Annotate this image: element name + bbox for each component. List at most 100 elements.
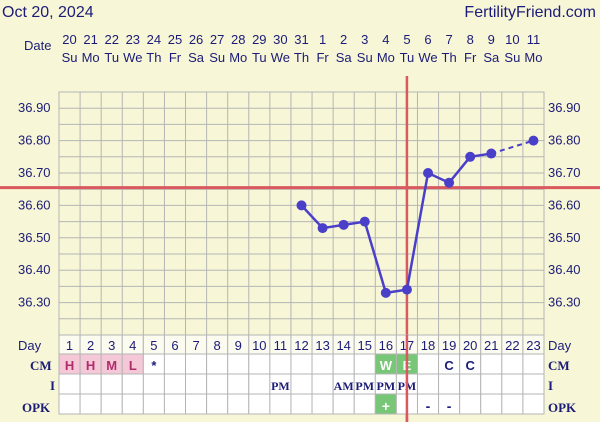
date-label: 7 xyxy=(445,32,452,47)
date-label: 9 xyxy=(488,32,495,47)
opk-cell xyxy=(58,393,81,415)
intercourse-cell xyxy=(100,373,123,395)
opk-cell xyxy=(353,393,376,415)
date-label: 29 xyxy=(252,32,266,47)
y-tick-label-right: 36.90 xyxy=(548,100,581,115)
date-row-label: Date xyxy=(24,38,51,53)
cm-row-label: CM xyxy=(30,358,52,373)
date-label: 31 xyxy=(294,32,308,47)
weekday-label: Su xyxy=(62,50,78,65)
date-label: 20 xyxy=(62,32,76,47)
intercourse-cell xyxy=(248,373,271,395)
intercourse-cell xyxy=(438,373,461,395)
temperature-point xyxy=(296,200,307,211)
day-number: 1 xyxy=(66,338,73,353)
plot-area xyxy=(58,91,545,336)
date-label: 30 xyxy=(273,32,287,47)
day-number: 14 xyxy=(336,338,350,353)
y-tick-label-right: 36.70 xyxy=(548,165,581,180)
intercourse-cell xyxy=(185,373,208,395)
y-tick-label-right: 36.80 xyxy=(548,133,581,148)
temperature-point xyxy=(444,177,455,188)
temperature-point xyxy=(338,219,349,230)
day-row-label-right: Day xyxy=(548,338,572,353)
date-label: 3 xyxy=(361,32,368,47)
opk-cell xyxy=(100,393,123,415)
cm-value: M xyxy=(106,358,117,373)
date-label: 11 xyxy=(527,32,541,47)
y-tick-label-left: 36.40 xyxy=(18,262,51,277)
intercourse-cell xyxy=(79,373,102,395)
intercourse-cell xyxy=(206,373,229,395)
opk-value: + xyxy=(382,398,390,414)
temperature-point xyxy=(486,148,497,159)
weekday-label: Su xyxy=(504,50,520,65)
y-tick-label-left: 36.30 xyxy=(18,295,51,310)
weekday-label: We xyxy=(271,50,290,65)
intercourse-row-label: I xyxy=(50,378,55,393)
cm-cell xyxy=(248,353,271,375)
day-number: 16 xyxy=(379,338,393,353)
intercourse-cell xyxy=(227,373,250,395)
weekday-label: Mo xyxy=(229,50,247,65)
temperature-line xyxy=(300,152,492,295)
cm-cell xyxy=(480,353,503,375)
day-number: 5 xyxy=(150,338,157,353)
opk-cell xyxy=(522,393,545,415)
cm-cell xyxy=(206,353,229,375)
intercourse-row-label-right: I xyxy=(548,378,553,393)
temperature-point xyxy=(401,284,412,295)
day-number: 2 xyxy=(87,338,94,353)
weekday-label: Tu xyxy=(252,50,267,65)
intercourse-cell xyxy=(311,373,334,395)
weekday-label: Tu xyxy=(104,50,119,65)
intercourse-cell xyxy=(416,373,440,395)
date-label: 5 xyxy=(403,32,410,47)
intercourse-cell xyxy=(142,373,165,395)
opk-cell xyxy=(121,393,144,415)
day-row-label: Day xyxy=(18,338,42,353)
cm-cell xyxy=(522,353,545,375)
day-number: 23 xyxy=(526,338,540,353)
temperature-point xyxy=(359,216,370,227)
cm-value: L xyxy=(129,358,137,373)
opk-cell xyxy=(79,393,102,415)
site-name: FertilityFriend.com xyxy=(464,4,596,21)
intercourse-cell xyxy=(459,373,482,395)
y-tick-label-left: 36.70 xyxy=(18,165,51,180)
intercourse-cell xyxy=(163,373,187,395)
cm-cell xyxy=(501,353,524,375)
opk-value: - xyxy=(447,398,452,414)
date-label: 28 xyxy=(231,32,245,47)
weekday-label: Th xyxy=(442,50,457,65)
weekday-label: Fr xyxy=(464,50,477,65)
opk-value: - xyxy=(426,398,431,414)
intercourse-cell xyxy=(522,373,545,395)
cm-cell xyxy=(290,353,313,375)
opk-cell xyxy=(480,393,503,415)
intercourse-cell xyxy=(480,373,503,395)
opk-cell xyxy=(142,393,165,415)
cm-value: H xyxy=(65,358,74,373)
y-tick-label-left: 36.90 xyxy=(18,100,51,115)
weekday-label: Mo xyxy=(377,50,395,65)
day-number: 19 xyxy=(442,338,456,353)
cm-cell xyxy=(269,353,292,375)
intercourse-value: AM xyxy=(334,379,354,393)
weekday-label: Fr xyxy=(169,50,182,65)
date-label: 10 xyxy=(505,32,519,47)
y-tick-label-left: 36.50 xyxy=(18,230,51,245)
opk-cell xyxy=(185,393,208,415)
weekday-label: Th xyxy=(294,50,309,65)
y-tick-label-right: 36.30 xyxy=(548,295,581,310)
day-number: 10 xyxy=(252,338,266,353)
y-tick-label-left: 36.80 xyxy=(18,133,51,148)
weekday-label: Su xyxy=(209,50,225,65)
temperature-dashed-segment xyxy=(490,139,534,155)
day-number: 9 xyxy=(235,338,242,353)
date-label: 24 xyxy=(147,32,161,47)
cm-cell xyxy=(227,353,250,375)
date-label: 6 xyxy=(424,32,431,47)
